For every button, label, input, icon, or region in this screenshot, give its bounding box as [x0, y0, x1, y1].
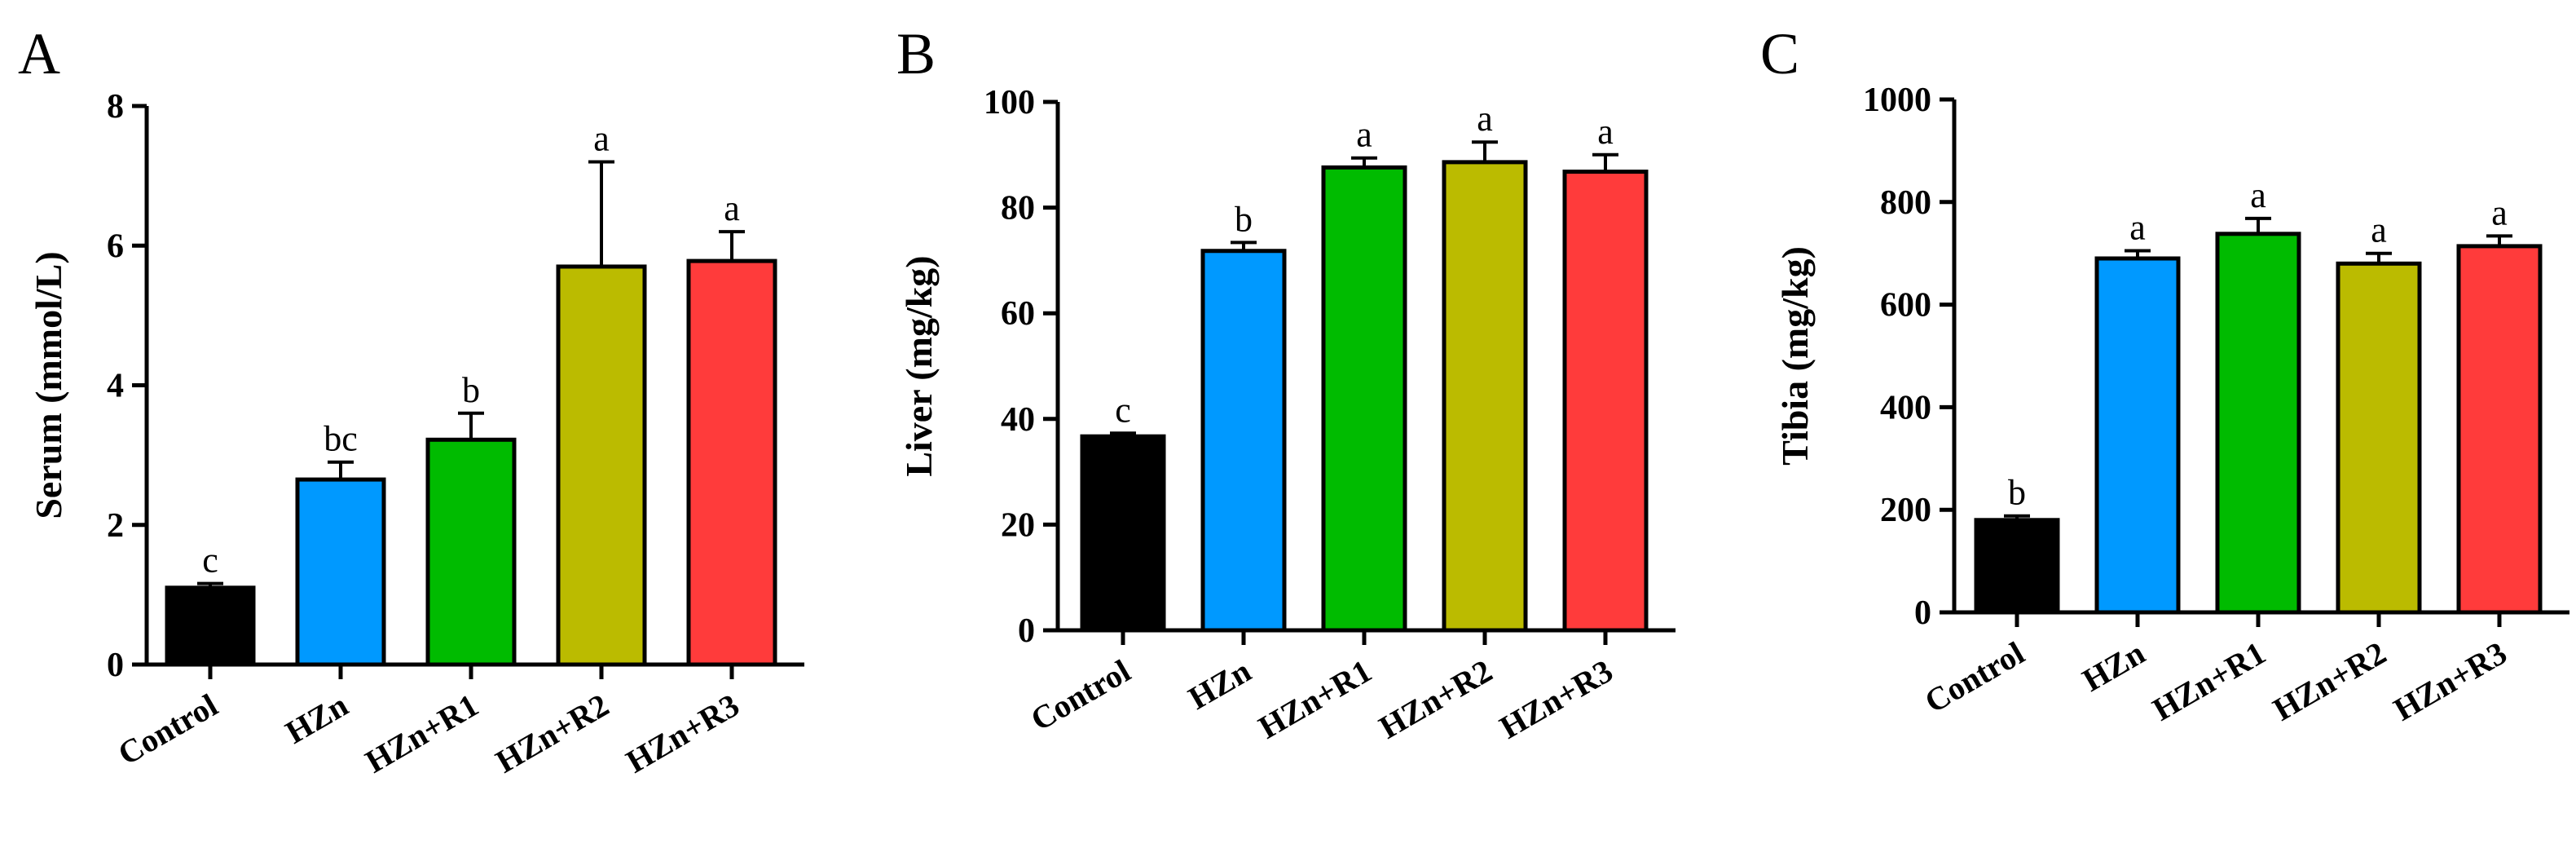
- significance-label: b: [2008, 473, 2026, 513]
- y-axis-title: Tibia (mg/kg): [1774, 246, 1816, 466]
- x-tick-label: HZn+R1: [1253, 652, 1378, 746]
- significance-label: b: [462, 370, 480, 410]
- significance-label: a: [593, 119, 610, 159]
- significance-label: b: [1235, 199, 1253, 239]
- bar: [1974, 518, 2060, 615]
- bar: [556, 264, 647, 667]
- x-tick-label: HZn+R1: [2147, 634, 2272, 728]
- bar: [1562, 170, 1649, 633]
- y-tick-label: 40: [1001, 401, 1035, 439]
- y-tick-label: 1000: [1863, 82, 1931, 119]
- x-tick-label: HZn: [1182, 652, 1257, 717]
- panel-letter-b: B: [896, 21, 936, 86]
- significance-label: a: [1597, 112, 1614, 152]
- bar: [2094, 256, 2181, 615]
- x-tick-label: HZn+R3: [620, 687, 746, 780]
- y-tick-label: 0: [1018, 612, 1035, 650]
- significance-label: a: [724, 188, 740, 228]
- significance-label: bc: [324, 419, 358, 459]
- bar: [1442, 160, 1528, 633]
- y-axis-title: Liver (mg/kg): [898, 255, 940, 476]
- y-tick-label: 8: [107, 88, 124, 126]
- significance-label: a: [2129, 208, 2146, 248]
- bar: [1321, 165, 1407, 633]
- panel-a: A 0 2 4 6 8 Serum (mmol/L) c Control bc HZn b HZn+R…: [18, 21, 804, 780]
- y-tick-label: 100: [984, 84, 1035, 121]
- panel-letter-c: C: [1760, 21, 1799, 86]
- y-tick-label: 800: [1880, 184, 1931, 222]
- y-tick-label: 200: [1880, 492, 1931, 529]
- bar: [2215, 232, 2301, 615]
- bar: [686, 258, 777, 667]
- y-tick-label: 2: [107, 507, 124, 545]
- y-tick-label: 80: [1001, 190, 1035, 227]
- bar: [295, 477, 386, 667]
- y-tick-label: 20: [1001, 506, 1035, 544]
- y-tick-label: 6: [107, 227, 124, 265]
- bar: [2456, 244, 2543, 615]
- y-tick-label: 60: [1001, 295, 1035, 333]
- significance-label: a: [2371, 210, 2387, 250]
- y-tick-label: 0: [1914, 594, 1931, 632]
- y-tick-label: 0: [107, 647, 124, 684]
- bar: [1080, 434, 1166, 633]
- significance-label: a: [1356, 115, 1372, 155]
- bar: [165, 585, 256, 667]
- x-tick-label: HZn+R2: [2267, 634, 2393, 728]
- x-tick-label: HZn+R2: [1373, 652, 1499, 746]
- x-tick-label: HZn: [2076, 634, 2151, 699]
- bar: [1200, 249, 1287, 633]
- bar: [425, 437, 517, 667]
- y-axis-title: Serum (mmol/L): [28, 251, 69, 519]
- panel-letter-a: A: [18, 21, 60, 86]
- y-tick-label: 600: [1880, 287, 1931, 325]
- x-tick-label: HZn+R2: [490, 687, 615, 780]
- x-tick-label: HZn: [280, 687, 354, 751]
- x-tick-label: Control: [1918, 634, 2030, 720]
- significance-label: c: [1115, 390, 1131, 430]
- panel-b: B 0 20 40 60 80 100 Liver (mg/kg) c Control b HZn a…: [896, 21, 1676, 746]
- x-tick-label: HZn+R3: [1494, 652, 1619, 746]
- significance-label: a: [2250, 175, 2266, 215]
- x-tick-label: Control: [112, 687, 223, 772]
- y-tick-label: 400: [1880, 389, 1931, 426]
- significance-label: c: [202, 541, 218, 581]
- significance-label: a: [2491, 192, 2508, 232]
- bar: [2336, 261, 2422, 615]
- x-tick-label: HZn+R1: [359, 687, 485, 780]
- x-tick-label: Control: [1024, 652, 1136, 738]
- x-tick-label: HZn+R3: [2388, 634, 2513, 728]
- panel-c: C 0 200 400 600 800 1000 Tibia (mg/kg) b Control…: [1760, 21, 2569, 728]
- y-tick-label: 4: [107, 368, 124, 405]
- significance-label: a: [1477, 99, 1493, 139]
